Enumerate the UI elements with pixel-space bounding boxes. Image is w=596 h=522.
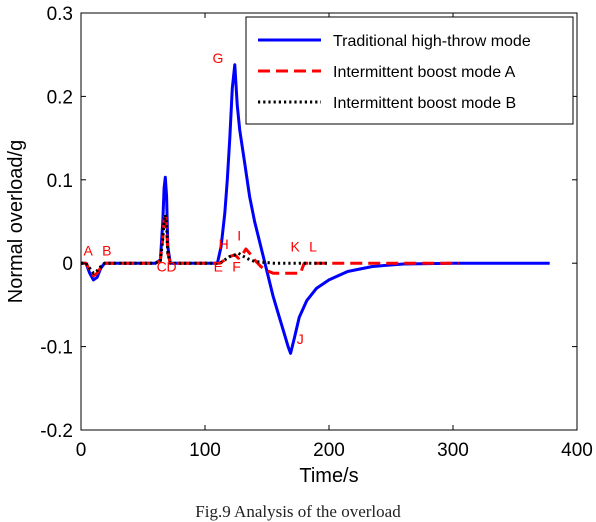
x-axis-label: Time/s: [299, 465, 358, 487]
legend: Traditional high-throw mode Intermittent …: [245, 16, 574, 125]
legend-label-2: Intermittent boost mode A: [333, 64, 516, 81]
legend-label-3: Intermittent boost mode B: [333, 95, 516, 112]
y-tick-label: 0.2: [47, 87, 73, 108]
y-tick-label: 0.1: [47, 171, 73, 192]
x-tick-label: 400: [561, 440, 593, 461]
point-label-e: E: [214, 259, 223, 275]
y-tick-label: -0.2: [40, 421, 73, 442]
point-label-i: I: [237, 228, 241, 244]
overload-chart: 0 100 200 300 400 -0.2 -0.1 0 0.1 0.2 0.3 Normal o…: [5, 4, 593, 487]
point-label-d: D: [167, 259, 177, 275]
point-label-h: H: [219, 236, 229, 252]
point-label-l: L: [309, 239, 317, 255]
point-label-a: A: [83, 243, 93, 259]
point-label-g: G: [212, 50, 223, 66]
series-line-3: [81, 213, 329, 275]
legend-label-1: Traditional high-throw mode: [333, 33, 531, 50]
point-label-b: B: [102, 243, 111, 259]
x-tick-label: 0: [76, 440, 87, 461]
y-tick-label: 0: [62, 254, 73, 275]
point-label-c: C: [157, 259, 167, 275]
x-tick-label: 300: [437, 440, 469, 461]
annotation-layer: A B C D E F G HI J K L: [83, 50, 317, 347]
y-axis-label: Normal overload/g: [5, 140, 27, 303]
plot-layer: [81, 63, 550, 355]
x-tick-label: 200: [313, 440, 345, 461]
y-tick-label: 0.3: [47, 4, 73, 25]
point-label-k: K: [291, 239, 301, 255]
ticks-layer: 0 100 200 300 400 -0.2 -0.1 0 0.1 0.2 0.3: [40, 4, 593, 461]
y-tick-label: -0.1: [40, 338, 73, 359]
series-line-2: [81, 211, 460, 278]
point-label-f: F: [232, 259, 241, 275]
point-label-j: J: [297, 331, 304, 347]
x-tick-label: 100: [189, 440, 221, 461]
figure-caption: Fig.9 Analysis of the overload: [195, 502, 401, 521]
